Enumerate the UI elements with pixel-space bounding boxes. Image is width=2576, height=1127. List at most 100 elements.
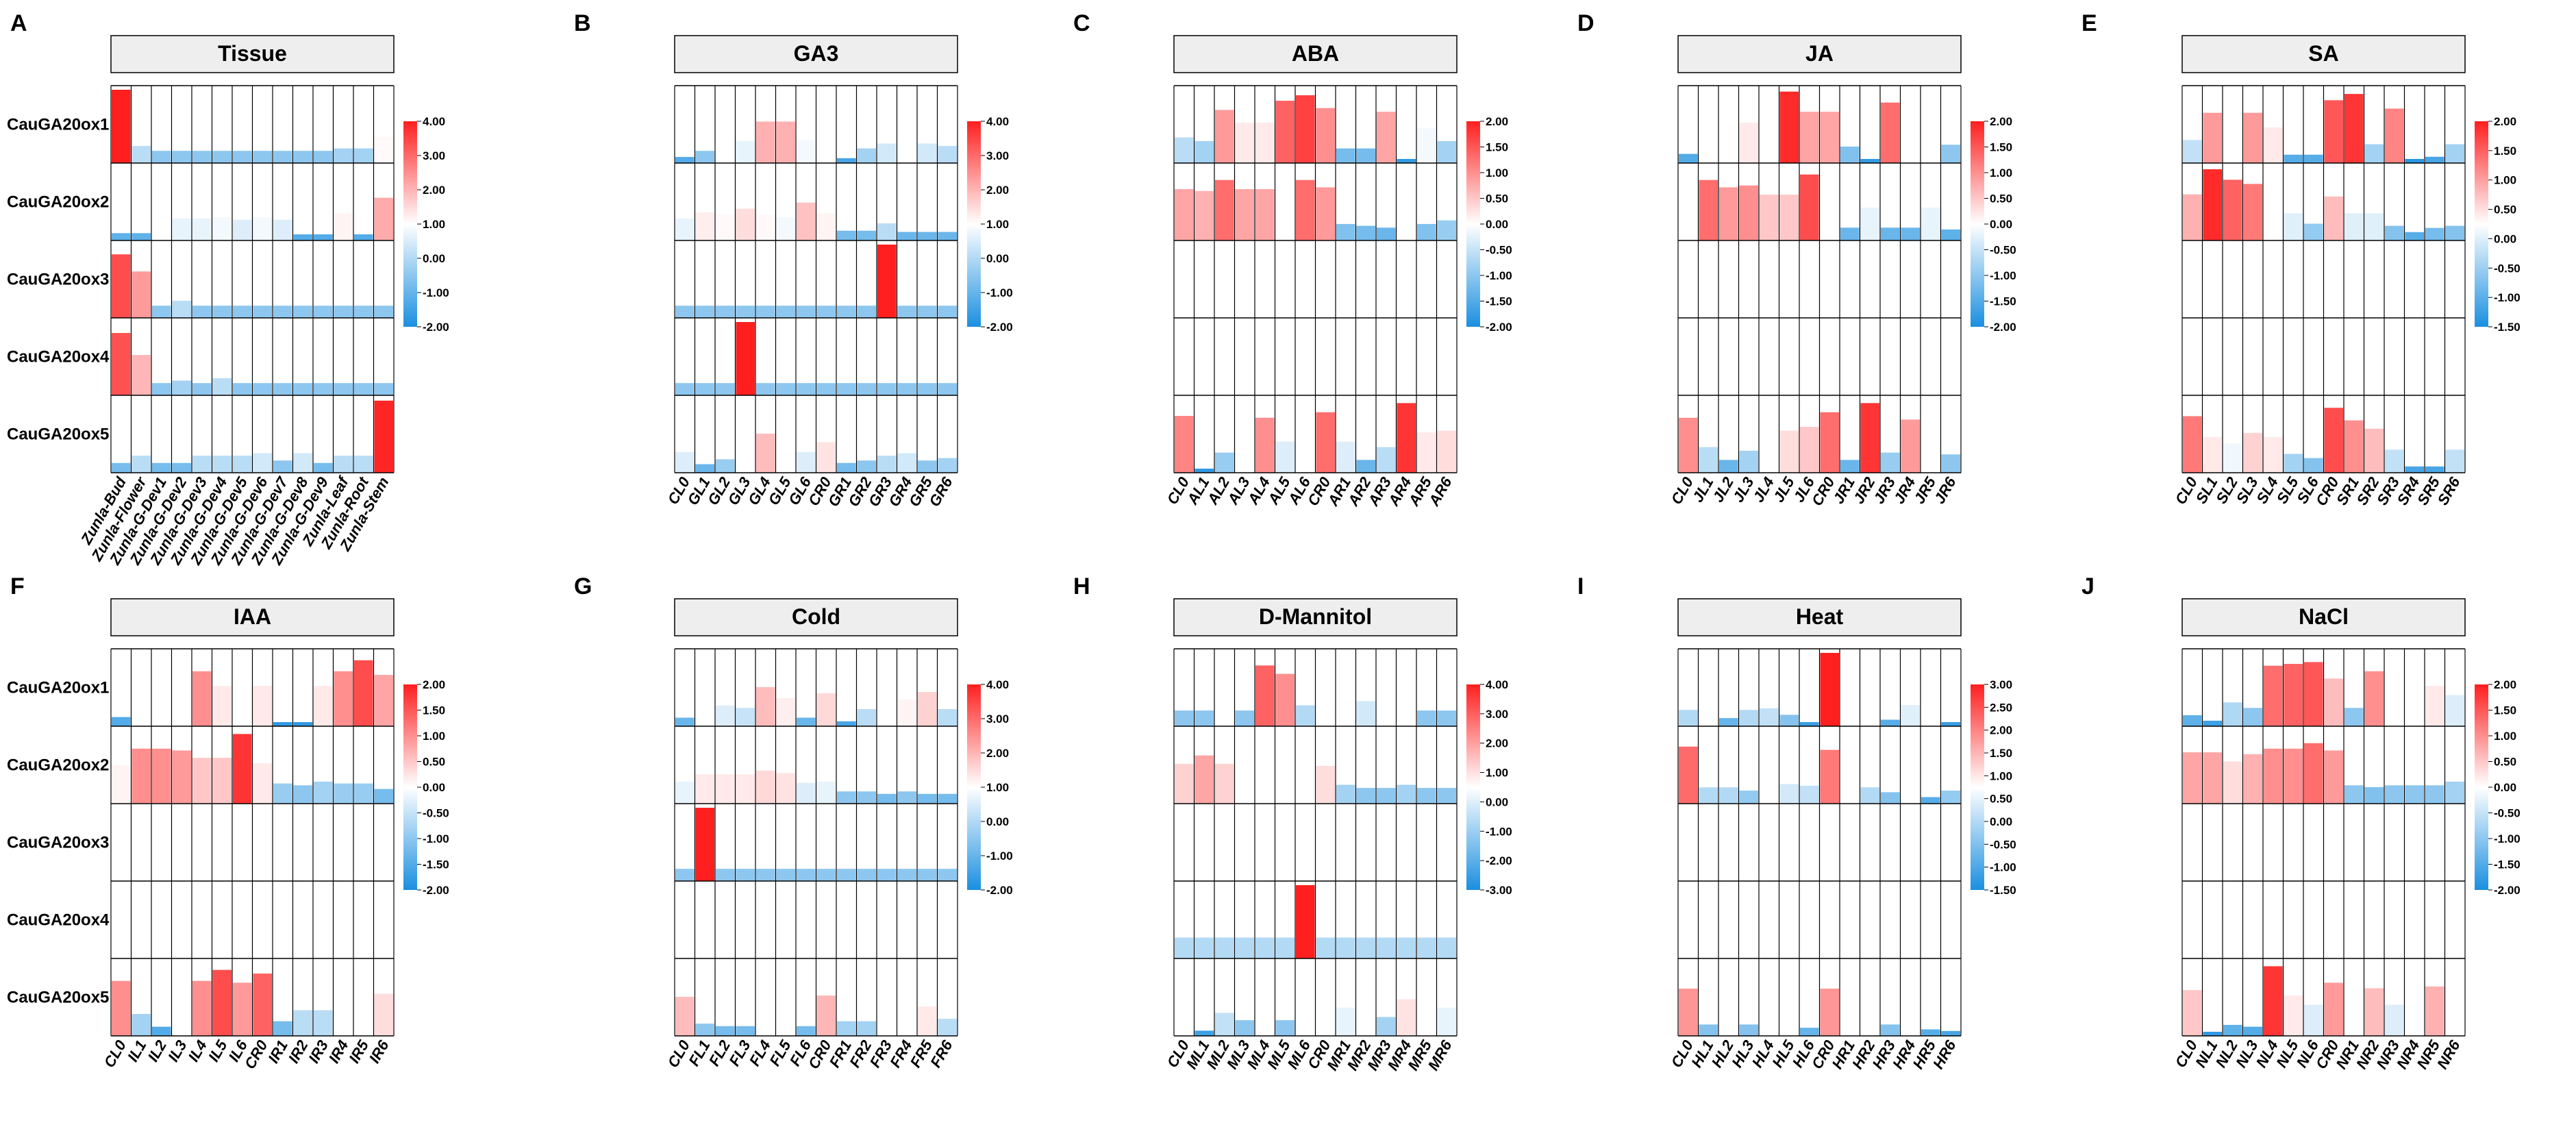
- heatmap-bar: [756, 121, 775, 163]
- colorbar-tick-label: -1.50: [2494, 858, 2521, 871]
- heatmap-bar: [1255, 417, 1275, 473]
- heatmap-bar: [172, 301, 191, 318]
- heatmap-bar: [293, 1010, 312, 1036]
- heatmap-bar: [797, 306, 816, 318]
- heatmap-bar: [1175, 710, 1194, 726]
- colorbar: [2475, 684, 2488, 890]
- heatmap-bar: [897, 232, 916, 240]
- heatmap-bar: [172, 750, 191, 804]
- colorbar-tick-label: 0.50: [1990, 193, 2012, 206]
- panel-letter: I: [1577, 573, 1584, 599]
- gene-label: CauGA20ox2: [7, 756, 109, 775]
- heatmap-bar: [816, 383, 836, 395]
- heatmap-bar: [2445, 225, 2464, 240]
- heatmap-bar: [2203, 437, 2222, 473]
- colorbar: [967, 121, 981, 327]
- heatmap-bar: [2183, 715, 2202, 726]
- heatmap-bar: [837, 462, 856, 473]
- heatmap-bar: [1397, 937, 1416, 958]
- heatmap-bar: [273, 1021, 292, 1036]
- heatmap-bar: [1175, 189, 1194, 240]
- gene-label: CauGA20ox5: [7, 425, 109, 444]
- heatmap-bar: [716, 383, 735, 395]
- heatmap-bar: [1800, 427, 1819, 473]
- heatmap-bar: [716, 869, 735, 881]
- heatmap-bar: [675, 869, 695, 881]
- heatmap-bar: [1195, 1030, 1214, 1036]
- heatmap-bar: [334, 213, 353, 240]
- heatmap-bar: [1215, 937, 1234, 958]
- heatmap-bar: [2183, 140, 2202, 163]
- colorbar-tick-label: 1.00: [2494, 730, 2516, 743]
- heatmap-bar: [938, 458, 957, 473]
- panel-H: HD-MannitolCL0ML1ML2ML3ML4ML5ML6CR0MR1MR…: [1073, 573, 1512, 1074]
- heatmap-bar: [756, 433, 775, 473]
- panel-J: JNaClCL0NL1NL2NL3NL4NL5NL6CR0NR1NR2NR3NR…: [2081, 573, 2521, 1072]
- heatmap-bar: [837, 158, 856, 163]
- heatmap-bar: [1820, 112, 1839, 163]
- heatmap-bar: [2243, 112, 2262, 163]
- heatmap-bar: [1316, 937, 1335, 958]
- heatmap-bar: [2364, 144, 2384, 163]
- heatmap-bar: [2284, 154, 2303, 163]
- heatmap-bar: [2243, 1026, 2262, 1036]
- colorbar-tick-label: -1.50: [2494, 321, 2521, 334]
- heatmap-bar: [1800, 1028, 1819, 1036]
- heatmap-bar: [314, 462, 333, 473]
- heatmap-bar: [1377, 447, 1396, 473]
- heatmap-bar: [1195, 140, 1214, 163]
- heatmap-bar: [2405, 785, 2424, 804]
- colorbar-tick-label: 1.00: [423, 730, 445, 743]
- heatmap-bar: [675, 218, 695, 240]
- heatmap-bar: [897, 699, 916, 726]
- heatmap-bar: [1779, 91, 1799, 163]
- heatmap-bar: [2264, 127, 2283, 163]
- gene-label: CauGA20ox4: [7, 348, 110, 367]
- heatmap-bar: [1437, 140, 1456, 163]
- x-tick-label: IR2: [285, 1037, 312, 1066]
- heatmap-bar: [1881, 102, 1900, 163]
- colorbar: [1466, 684, 1480, 890]
- colorbar-tick-label: 0.00: [1486, 218, 1508, 231]
- panel-letter: G: [574, 573, 592, 599]
- colorbar-tick-label: -1.00: [2494, 832, 2521, 845]
- heatmap-bar: [192, 671, 212, 726]
- heatmap-bar: [1941, 1030, 1960, 1036]
- heatmap-bar: [938, 232, 957, 240]
- heatmap-bar: [776, 121, 795, 163]
- heatmap-bar: [1840, 146, 1860, 163]
- heatmap-bar: [776, 306, 795, 318]
- heatmap-bar: [2223, 702, 2242, 726]
- heatmap-bar: [293, 306, 312, 318]
- colorbar-tick-label: 0.50: [1486, 193, 1508, 206]
- heatmap-bar: [192, 980, 212, 1036]
- heatmap-bar: [314, 306, 333, 318]
- heatmap-bar: [2445, 144, 2464, 163]
- panel-title: Heat: [1796, 604, 1844, 629]
- colorbar-tick-label: 3.00: [1990, 678, 2012, 691]
- heatmap-bar: [132, 146, 151, 163]
- panel-F: F IAA CauGA20ox1 CauGA20ox2 CauGA20ox3 CauGA2…: [7, 573, 449, 1072]
- heatmap-bar: [1235, 710, 1254, 726]
- heatmap-bar: [1901, 705, 1920, 726]
- heatmap-bar: [918, 793, 937, 804]
- heatmap-bar: [1255, 123, 1275, 163]
- panel-title: JA: [1805, 41, 1834, 66]
- heatmap-bar: [897, 383, 916, 395]
- heatmap-bar: [1296, 705, 1315, 726]
- heatmap-bar: [1417, 937, 1436, 958]
- heatmap-bar: [1255, 189, 1275, 240]
- gene-label: CauGA20ox3: [7, 271, 109, 289]
- heatmap-bar: [192, 383, 212, 395]
- heatmap-bar: [1860, 159, 1879, 163]
- heatmap-bar: [797, 1026, 816, 1036]
- heatmap-bar: [2203, 720, 2222, 726]
- colorbar-tick-label: 3.00: [986, 149, 1009, 162]
- colorbar-tick-label: 0.00: [2494, 781, 2516, 794]
- heatmap-bar: [2304, 662, 2323, 726]
- heatmap-bar: [1296, 95, 1315, 163]
- heatmap-bar: [1195, 469, 1214, 473]
- colorbar-tick-label: 2.00: [1486, 115, 1508, 128]
- heatmap-bar: [132, 456, 151, 473]
- heatmap-bar: [273, 383, 292, 395]
